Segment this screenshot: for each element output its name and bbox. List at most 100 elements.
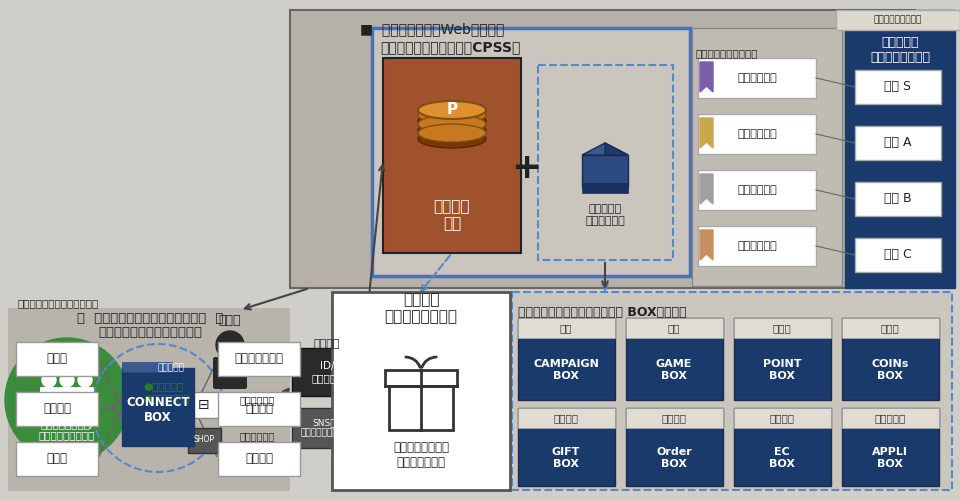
Text: オプション
サービス利用: オプション サービス利用 (586, 204, 625, 226)
Bar (842, 318, 939, 400)
Bar (734, 408, 831, 486)
Text: 特典 C: 特典 C (884, 248, 912, 262)
Bar (188, 392, 221, 418)
Text: 通販事業: 通販事業 (245, 452, 273, 466)
Bar (218, 392, 300, 426)
Text: SNS連携
スマートフォンアプリ: SNS連携 スマートフォンアプリ (300, 418, 354, 438)
Text: ⊟: ⊟ (198, 398, 210, 412)
Bar (836, 10, 960, 30)
Text: 特典 A: 特典 A (884, 136, 912, 149)
Circle shape (5, 338, 129, 462)
Bar (8, 308, 290, 491)
Text: ポイント
会員: ポイント 会員 (434, 199, 470, 231)
Text: 利便性向上: 利便性向上 (875, 413, 905, 423)
Bar (582, 155, 628, 187)
Text: 特典 B: 特典 B (884, 192, 912, 205)
Bar (512, 292, 952, 490)
Bar (518, 408, 615, 428)
Text: APPLI
BOX: APPLI BOX (872, 447, 908, 469)
Bar (845, 10, 955, 288)
Bar (122, 368, 194, 446)
Polygon shape (605, 143, 628, 155)
Text: +: + (511, 151, 541, 185)
Bar (389, 386, 453, 430)
Polygon shape (700, 230, 713, 260)
Text: ＼  来店促進や「まち」の活性化に  ／: ＼ 来店促進や「まち」の活性化に ／ (77, 312, 224, 324)
Ellipse shape (418, 121, 486, 139)
Bar (290, 10, 915, 288)
Text: SHOP: SHOP (194, 436, 214, 444)
Text: 対象地域の市民など: 対象地域の市民など (38, 430, 95, 440)
Text: 会員ステージ別特典: 会員ステージ別特典 (874, 16, 923, 24)
Text: ポイント管理システム（CPSS）: ポイント管理システム（CPSS） (380, 40, 520, 54)
Bar (734, 318, 831, 400)
Bar (218, 442, 300, 476)
Bar (626, 408, 723, 486)
Text: プラチナ会員: プラチナ会員 (737, 73, 777, 83)
Text: ゴールド会員: ゴールド会員 (737, 129, 777, 139)
Text: 飲食店: 飲食店 (46, 352, 67, 366)
Bar (698, 114, 816, 154)
Text: 会員特典: 会員特典 (554, 413, 579, 423)
Bar (626, 318, 723, 338)
Bar (185, 320, 275, 478)
Ellipse shape (418, 115, 486, 133)
Text: ■  企業様ポータルWebサービス: ■ 企業様ポータルWebサービス (360, 22, 504, 36)
Text: アパレル: アパレル (245, 402, 273, 415)
Ellipse shape (418, 101, 486, 119)
Text: 会員化: 会員化 (880, 323, 900, 333)
Text: ●アクション: ●アクション (143, 381, 183, 391)
Bar (626, 408, 723, 428)
Text: CONNECT
BOX: CONNECT BOX (126, 396, 190, 424)
Bar (122, 362, 172, 372)
Bar (518, 318, 615, 338)
Bar (692, 28, 842, 286)
Bar (518, 318, 615, 400)
Text: （各種会員ステージ）: （各種会員ステージ） (696, 48, 758, 58)
Bar (842, 318, 939, 338)
Text: ドラッグストア: ドラッグストア (234, 352, 283, 366)
Bar (292, 348, 362, 396)
Text: GIFT
BOX: GIFT BOX (552, 447, 580, 469)
Text: ブロンズ会員: ブロンズ会員 (737, 241, 777, 251)
Polygon shape (700, 62, 713, 92)
Bar (188, 428, 221, 453)
Bar (16, 342, 98, 376)
Bar (698, 58, 816, 98)
Text: サービス利用: サービス利用 (240, 395, 276, 405)
Text: シルバー会員: シルバー会員 (737, 185, 777, 195)
Bar (372, 28, 690, 276)
Text: ログイン: ログイン (314, 339, 340, 349)
Text: 集客・店舗支援ソリューション BOXシリーズ: 集客・店舗支援ソリューション BOXシリーズ (518, 306, 686, 319)
Bar (842, 408, 939, 486)
Bar (385, 370, 457, 386)
Text: ID/
パスワード: ID/ パスワード (311, 361, 343, 383)
Text: CAMPAIGN
BOX: CAMPAIGN BOX (533, 359, 599, 381)
Circle shape (60, 373, 74, 387)
Text: 貯めたポイントで
特典商品と交換: 貯めたポイントで 特典商品と交換 (393, 441, 449, 469)
Text: 販路拡大: 販路拡大 (770, 413, 795, 423)
Bar (698, 170, 816, 210)
Bar (332, 292, 510, 490)
Bar (855, 70, 941, 104)
Text: GAME
BOX: GAME BOX (656, 359, 692, 381)
Text: （地域の企業・地域の商店）: （地域の企業・地域の商店） (18, 298, 99, 308)
Bar (16, 442, 98, 476)
Bar (698, 226, 816, 266)
Bar (855, 126, 941, 160)
Ellipse shape (418, 106, 486, 124)
Bar (734, 318, 831, 338)
Text: プレミアム
メンバーサービス: プレミアム メンバーサービス (870, 36, 930, 64)
Text: EC
BOX: EC BOX (769, 447, 795, 469)
Bar (218, 342, 300, 376)
Text: ●参加（利用）: ●参加（利用） (143, 393, 189, 403)
Text: 導入企業様の顧客/: 導入企業様の顧客/ (40, 419, 94, 429)
Circle shape (78, 373, 92, 387)
Bar (626, 318, 723, 400)
Text: 集客: 集客 (560, 323, 572, 333)
Ellipse shape (418, 112, 486, 130)
Bar (292, 408, 362, 448)
Polygon shape (700, 118, 713, 148)
Text: POINT
BOX: POINT BOX (763, 359, 802, 381)
Bar (518, 408, 615, 486)
